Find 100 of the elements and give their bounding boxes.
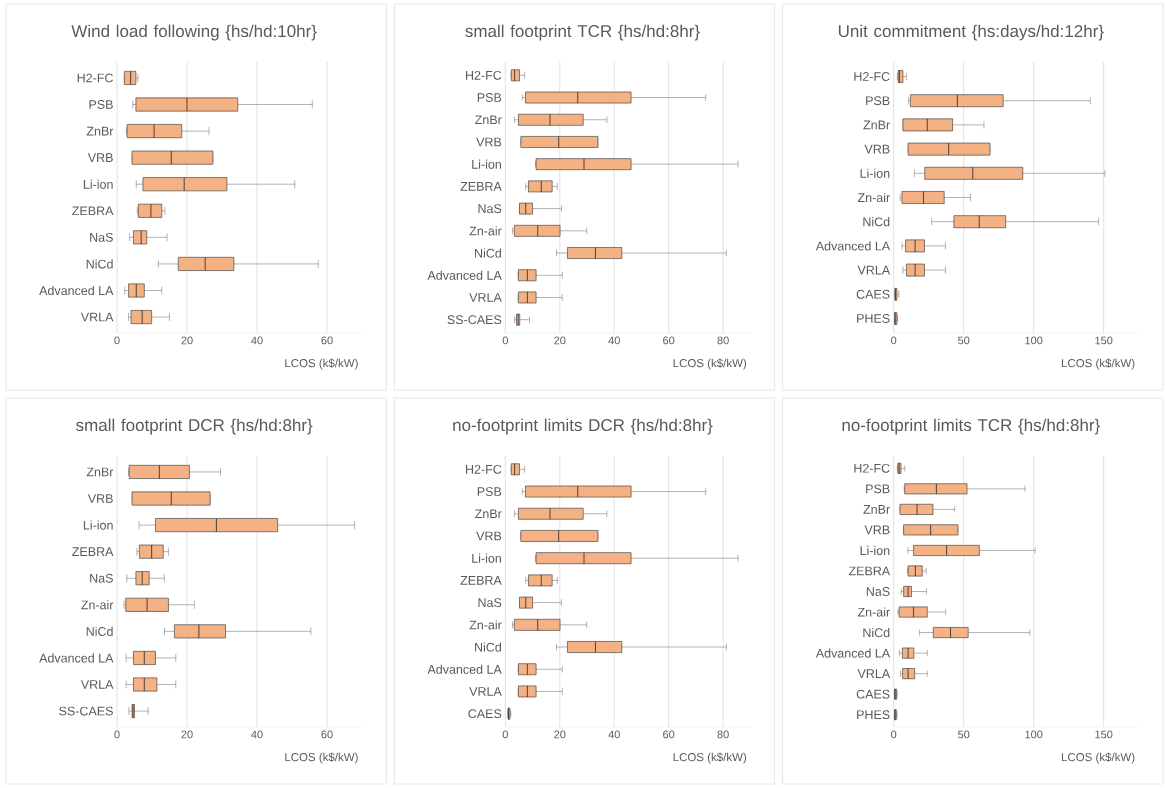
y-tick-label: VRB bbox=[864, 525, 890, 535]
chart-title: Wind load following {hs/hd:10hr} bbox=[71, 24, 317, 41]
y-tick-label: NaS bbox=[90, 232, 113, 242]
y-tick-label: NaS bbox=[478, 598, 502, 608]
y-tick-label: ZEBRA bbox=[72, 547, 114, 556]
y-tick-label: CAES bbox=[856, 689, 890, 699]
y-tick-label: Advanced LA bbox=[427, 664, 502, 674]
y-tick-label: SS-CAES bbox=[59, 706, 113, 716]
x-tick-label: 0 bbox=[891, 730, 897, 739]
y-tick-label: Advanced LA bbox=[39, 285, 114, 296]
x-tick-label: 50 bbox=[958, 336, 970, 345]
x-tick-label: 60 bbox=[321, 336, 333, 345]
y-tick-label: H2-FC bbox=[466, 464, 502, 474]
y-tick-label: CAES bbox=[468, 709, 502, 719]
y-tick-label: ZEBRA bbox=[72, 206, 114, 216]
y-tick-label: ZnBr bbox=[86, 467, 114, 477]
x-tick-label: 80 bbox=[717, 730, 729, 739]
y-tick-label: H2-FC bbox=[466, 70, 502, 80]
x-tick-label: 40 bbox=[251, 730, 263, 739]
x-axis-title: LCOS (k$/kW) bbox=[1061, 358, 1135, 370]
x-tick-label: 100 bbox=[1025, 336, 1043, 345]
x-tick-label: 150 bbox=[1095, 336, 1113, 345]
y-tick-label: VRLA bbox=[857, 669, 891, 678]
y-tick-label: ZEBRA bbox=[848, 566, 891, 576]
y-tick-label: PHES bbox=[857, 314, 890, 323]
y-tick-label: Zn-air bbox=[81, 600, 114, 610]
y-tick-label: ZEBRA bbox=[460, 576, 502, 585]
y-tick-label: H2-FC bbox=[77, 73, 113, 83]
y-tick-label: Li-ion bbox=[472, 553, 501, 563]
y-tick-label: Advanced LA bbox=[427, 270, 502, 280]
x-axis-title: LCOS (k$/kW) bbox=[1061, 752, 1135, 764]
y-tick-label: ZnBr bbox=[863, 505, 890, 514]
x-axis-title: LCOS (k$/kW) bbox=[285, 752, 358, 764]
chart-title: no-footprint limits DCR {hs/hd:8hr} bbox=[453, 418, 713, 435]
y-tick-label: ZnBr bbox=[86, 126, 114, 136]
y-tick-label: NiCd bbox=[86, 259, 113, 269]
chart-title: small footprint TCR {hs/hd:8hr} bbox=[465, 24, 700, 41]
y-tick-label: VRLA bbox=[469, 293, 502, 302]
y-tick-label: Li-ion bbox=[83, 520, 113, 530]
y-tick-label: ZnBr bbox=[475, 115, 502, 125]
x-axis-title: LCOS (k$/kW) bbox=[673, 752, 747, 764]
x-tick-label: 20 bbox=[554, 730, 566, 739]
x-tick-label: 0 bbox=[502, 730, 508, 739]
y-tick-label: VRB bbox=[87, 153, 113, 162]
y-tick-label: PSB bbox=[866, 96, 890, 106]
y-tick-label: CAES bbox=[856, 289, 890, 299]
y-tick-label: PHES bbox=[857, 710, 890, 720]
x-tick-label: 80 bbox=[717, 336, 729, 345]
chart-title: small footprint DCR {hs/hd:8hr} bbox=[76, 418, 313, 435]
x-tick-label: 40 bbox=[608, 336, 620, 345]
y-tick-label: VRB bbox=[864, 144, 890, 154]
y-tick-label: VRB bbox=[476, 531, 502, 541]
chart-title: Unit commitment {hs:days/hd:12hr} bbox=[838, 24, 1104, 41]
y-tick-label: VRB bbox=[87, 494, 113, 503]
y-tick-label: SS-CAES bbox=[447, 315, 502, 325]
y-tick-label: H2-FC bbox=[854, 72, 890, 81]
x-tick-label: 60 bbox=[663, 730, 675, 739]
x-tick-label: 40 bbox=[608, 730, 620, 739]
y-tick-label: NiCd bbox=[863, 217, 890, 227]
x-tick-label: 50 bbox=[958, 730, 970, 739]
x-tick-label: 60 bbox=[663, 336, 675, 345]
y-tick-label: Li-ion bbox=[860, 168, 890, 178]
x-tick-label: 20 bbox=[554, 336, 566, 345]
x-tick-label: 20 bbox=[181, 730, 193, 739]
chart-title: no-footprint limits TCR {hs/hd:8hr} bbox=[842, 418, 1100, 435]
y-tick-label: VRLA bbox=[857, 265, 891, 275]
y-tick-label: ZnBr bbox=[863, 120, 890, 130]
y-tick-label: NiCd bbox=[863, 627, 890, 638]
y-tick-label: NiCd bbox=[86, 626, 113, 636]
y-tick-label: PSB bbox=[477, 93, 502, 102]
y-tick-label: Li-ion bbox=[83, 179, 113, 189]
y-tick-label: Advanced LA bbox=[815, 648, 891, 658]
y-tick-label: Zn-air bbox=[469, 620, 502, 630]
x-tick-label: 40 bbox=[251, 336, 263, 345]
x-tick-label: 150 bbox=[1095, 730, 1113, 739]
y-tick-label: Zn-air bbox=[469, 226, 502, 236]
y-tick-label: VRLA bbox=[469, 687, 502, 696]
y-tick-label: NiCd bbox=[475, 248, 501, 258]
x-tick-label: 0 bbox=[114, 336, 120, 345]
y-tick-label: NiCd bbox=[475, 642, 501, 652]
y-tick-label: VRLA bbox=[80, 312, 114, 322]
y-tick-label: PSB bbox=[866, 484, 890, 494]
x-tick-label: 0 bbox=[891, 336, 897, 345]
x-axis-title: LCOS (k$/kW) bbox=[285, 358, 358, 370]
y-tick-label: PSB bbox=[477, 487, 502, 496]
y-tick-label: Li-ion bbox=[472, 159, 501, 169]
y-tick-label: Advanced LA bbox=[815, 241, 891, 251]
y-tick-label: VRB bbox=[476, 137, 502, 147]
y-tick-label: H2-FC bbox=[854, 463, 890, 473]
x-axis-title: LCOS (k$/kW) bbox=[673, 358, 747, 370]
x-tick-label: 100 bbox=[1025, 730, 1043, 739]
y-tick-label: PSB bbox=[89, 100, 113, 109]
y-tick-label: Li-ion bbox=[860, 545, 890, 556]
y-tick-label: NaS bbox=[866, 587, 890, 596]
x-tick-label: 0 bbox=[114, 730, 120, 739]
y-tick-label: NaS bbox=[478, 204, 502, 214]
x-tick-label: 0 bbox=[502, 336, 508, 345]
y-tick-label: VRLA bbox=[80, 680, 114, 689]
y-tick-label: Advanced LA bbox=[39, 653, 114, 663]
x-tick-label: 60 bbox=[321, 730, 333, 739]
